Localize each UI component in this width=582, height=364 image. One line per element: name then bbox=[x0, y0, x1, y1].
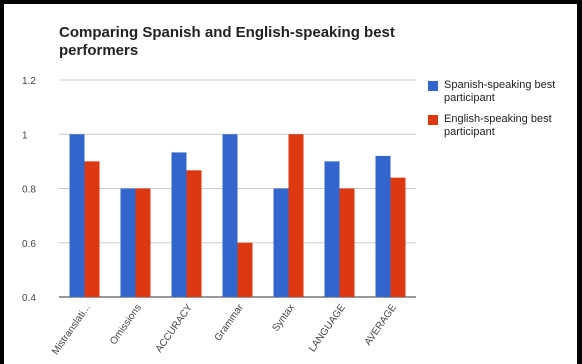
x-tick-label-3: Grammar bbox=[213, 302, 247, 343]
legend-swatch-english bbox=[428, 115, 438, 125]
bar-english-2 bbox=[186, 170, 202, 297]
bar-spanish-6 bbox=[375, 155, 391, 297]
bar-spanish-2 bbox=[171, 152, 187, 297]
bar-spanish-4 bbox=[273, 188, 289, 297]
bar-spanish-0 bbox=[69, 134, 85, 297]
bar-english-1 bbox=[135, 188, 151, 297]
x-tick-label-0: Mistranslati... bbox=[50, 302, 93, 357]
bar-english-3 bbox=[237, 242, 253, 297]
chart-legend: Spanish-speaking best participant Englis… bbox=[428, 79, 573, 147]
y-tick-label-3: 0.6 bbox=[22, 239, 36, 250]
y-tick-label-2: 0.8 bbox=[22, 185, 36, 196]
bar-spanish-3 bbox=[222, 134, 238, 297]
bar-english-4 bbox=[288, 134, 304, 297]
legend-item-english[interactable]: English-speaking best participant bbox=[428, 113, 573, 139]
x-tick-label-1: Omissions bbox=[108, 302, 144, 347]
chart-plot: 1.2 1 0.8 0.6 0.4 Mistranslati... Omissions ACC… bbox=[22, 76, 416, 357]
chart-title: Comparing Spanish and English-speaking b… bbox=[59, 24, 395, 59]
y-tick-label-4: 0.4 bbox=[22, 293, 36, 304]
bar-english-6 bbox=[390, 177, 406, 297]
y-tick-label-0: 1.2 bbox=[22, 76, 36, 87]
legend-label-spanish: Spanish-speaking best participant bbox=[444, 79, 556, 104]
bar-english-5 bbox=[339, 188, 355, 297]
x-tick-label-6: AVERAGE bbox=[363, 302, 400, 348]
x-tick-label-4: Syntax bbox=[270, 302, 297, 333]
legend-swatch-spanish bbox=[428, 81, 438, 91]
bar-spanish-1 bbox=[120, 188, 136, 297]
x-tick-label-5: LANGUAGE bbox=[307, 302, 348, 354]
x-tick-label-2: ACCURACY bbox=[154, 302, 195, 355]
bar-spanish-5 bbox=[324, 161, 340, 297]
chart-frame: Comparing Spanish and English-speaking b… bbox=[4, 4, 577, 364]
legend-item-spanish[interactable]: Spanish-speaking best participant bbox=[428, 79, 573, 105]
legend-label-english: English-speaking best participant bbox=[444, 113, 552, 138]
y-tick-label-1: 1 bbox=[22, 130, 28, 141]
bar-english-0 bbox=[84, 161, 100, 297]
